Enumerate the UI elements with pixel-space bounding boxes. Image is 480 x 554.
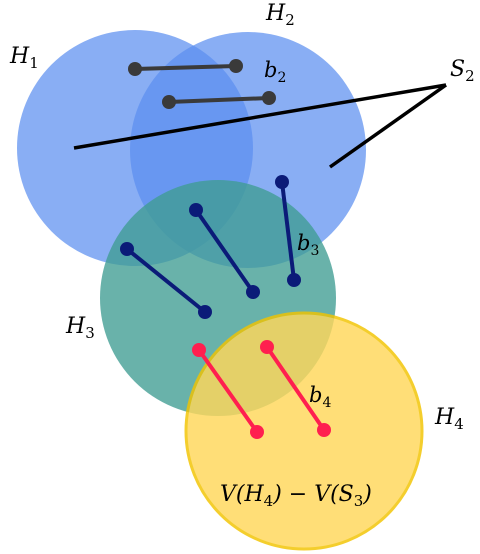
gray-edges bbox=[134, 64, 270, 104]
edge-b3 bbox=[280, 181, 296, 281]
edge-red-left bbox=[197, 348, 259, 434]
vertices bbox=[120, 59, 331, 439]
label-h2: H2 bbox=[265, 1, 295, 29]
label-b2: b2 bbox=[264, 58, 286, 86]
labels: H1 H2 H3 H4 b2 b3 b4 S2 V(H4) − V(S3) bbox=[9, 1, 475, 510]
vertex bbox=[120, 242, 134, 256]
vertex bbox=[128, 62, 142, 76]
vertex bbox=[250, 425, 264, 439]
vertex bbox=[246, 285, 260, 299]
edge-navy-left bbox=[125, 247, 207, 314]
vertex bbox=[275, 175, 289, 189]
edge-b4 bbox=[265, 345, 326, 432]
edge-navy-mid bbox=[194, 208, 255, 294]
navy-edges bbox=[125, 181, 296, 314]
red-edges bbox=[197, 345, 326, 434]
label-b4: b4 bbox=[309, 383, 331, 411]
s2-line-short bbox=[328, 83, 448, 169]
label-s2: S2 bbox=[450, 57, 475, 85]
label-h1: H1 bbox=[9, 44, 39, 72]
s2-lines bbox=[73, 83, 448, 169]
label-h4: H4 bbox=[434, 405, 464, 433]
vertex bbox=[192, 343, 206, 357]
vertex bbox=[198, 305, 212, 319]
edge-gray-top bbox=[134, 64, 237, 71]
vertex bbox=[317, 423, 331, 437]
vertex bbox=[260, 340, 274, 354]
s2-line-long bbox=[73, 83, 447, 150]
label-h3: H3 bbox=[65, 314, 95, 342]
label-b3: b3 bbox=[297, 231, 319, 259]
edge-b2 bbox=[168, 96, 270, 104]
vertex bbox=[229, 59, 243, 73]
vertex bbox=[262, 91, 276, 105]
hyperedge-regions bbox=[17, 30, 424, 551]
vertex bbox=[287, 273, 301, 287]
vertex bbox=[162, 95, 176, 109]
formula-vh4-minus-vs3: V(H4) − V(S3) bbox=[220, 482, 372, 510]
vertex bbox=[189, 203, 203, 217]
hyperedge-h4-region bbox=[184, 311, 424, 551]
